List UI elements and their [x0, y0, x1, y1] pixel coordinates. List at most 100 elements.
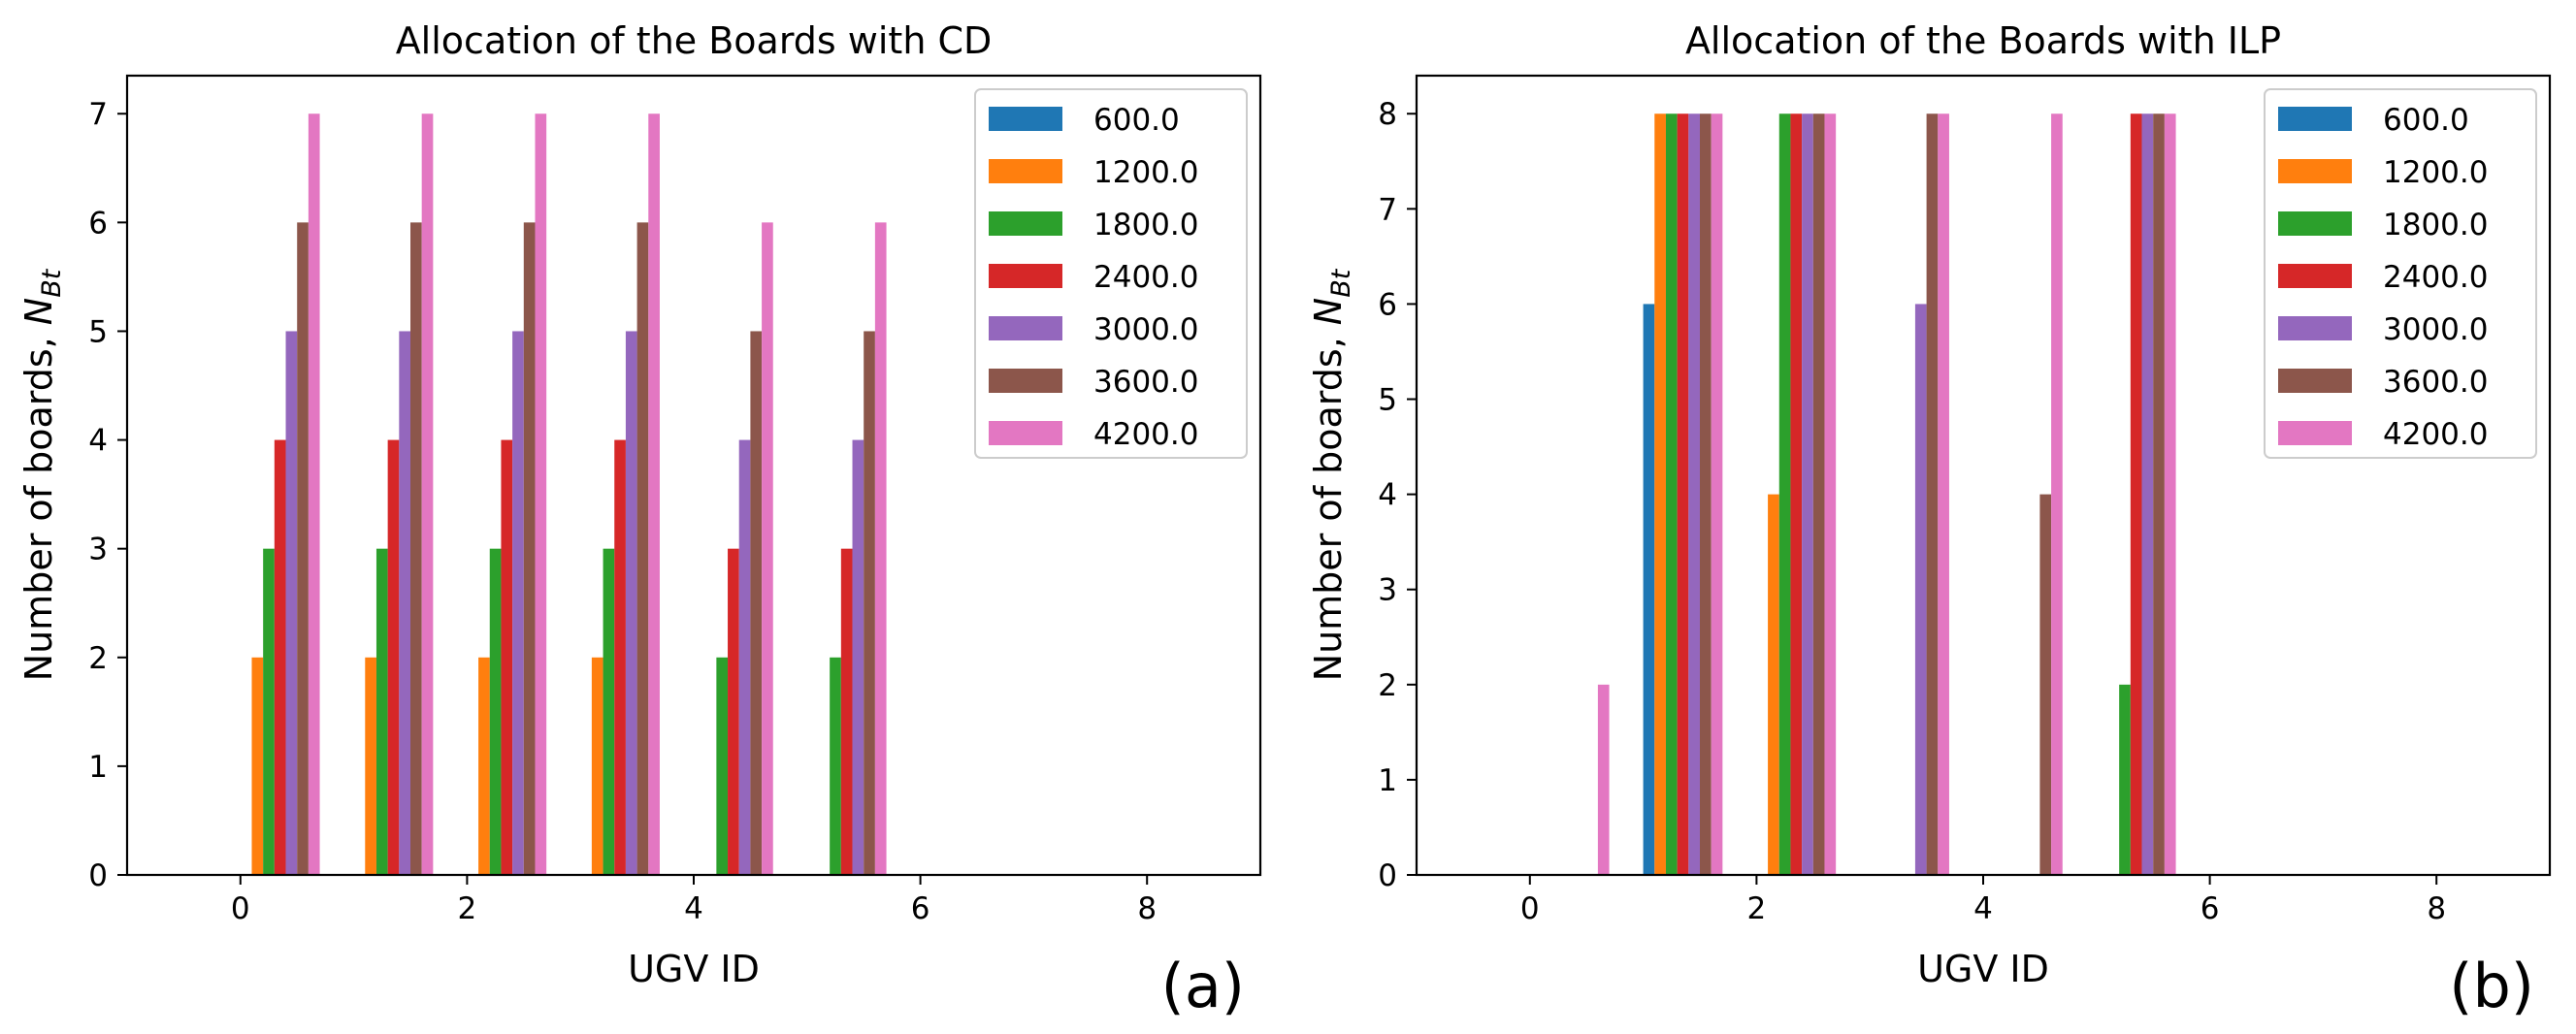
cd-bar-3000_0-ugv5 — [852, 439, 864, 875]
ilp-bar-600_0-ugv1 — [1643, 304, 1655, 875]
cd-ytick-label: 5 — [88, 314, 108, 349]
cd-bar-1200_0-ugv1 — [365, 657, 376, 875]
ilp-bar-1200_0-ugv2 — [1768, 494, 1779, 875]
ilp-bar-4200_0-ugv4 — [2051, 113, 2063, 876]
cd-panel: 0 2 4 6 8 0 1 2 3 4 5 6 7 Allocation of the Boards wi… — [17, 19, 1262, 1021]
ilp-legend-swatch-600_0 — [2278, 107, 2352, 131]
ilp-y-axis-label: Number of boards, NBt — [1307, 268, 1356, 681]
ilp-legend-swatch-1800_0 — [2278, 211, 2352, 236]
cd-bar-3600_0-ugv1 — [410, 222, 422, 876]
ilp-bar-2400_0-ugv2 — [1790, 113, 1803, 876]
cd-bar-1800_0-ugv4 — [716, 657, 729, 875]
cd-bar-2400_0-ugv1 — [387, 439, 400, 875]
cd-bar-3000_0-ugv3 — [625, 331, 637, 876]
ilp-bar-1800_0-ugv1 — [1665, 113, 1678, 876]
ilp-ytick-label: 1 — [1378, 763, 1397, 798]
cd-bar-4200_0-ugv0 — [308, 113, 320, 876]
ilp-bar-3600_0-ugv3 — [1926, 113, 1939, 876]
cd-bar-1200_0-ugv2 — [478, 657, 490, 875]
ilp-bar-4200_0-ugv1 — [1711, 113, 1723, 876]
ilp-bar-2400_0-ugv1 — [1677, 113, 1689, 876]
cd-bar-1800_0-ugv5 — [830, 657, 841, 875]
cd-bar-2400_0-ugv0 — [274, 439, 286, 875]
ilp-ytick-label: 3 — [1378, 573, 1397, 608]
cd-legend-label-3600_0: 3600.0 — [1093, 365, 1198, 400]
cd-xtick-label: 2 — [458, 891, 477, 926]
ilp-bar-1200_0-ugv1 — [1654, 113, 1666, 876]
cd-bar-1800_0-ugv2 — [489, 548, 502, 875]
cd-bar-2400_0-ugv2 — [501, 439, 513, 875]
ilp-chart-title: Allocation of the Boards with ILP — [1685, 19, 2281, 62]
cd-bar-3000_0-ugv2 — [512, 331, 524, 876]
cd-bar-2400_0-ugv3 — [614, 439, 626, 875]
ilp-bar-3000_0-ugv5 — [2141, 113, 2154, 876]
cd-ytick-label: 0 — [88, 858, 108, 893]
cd-legend-swatch-600_0 — [989, 107, 1062, 131]
ilp-legend-swatch-3000_0 — [2278, 316, 2352, 340]
cd-xtick-label: 8 — [1137, 891, 1157, 926]
ilp-y-axis-label-symbol: N — [1307, 298, 1350, 325]
cd-legend: 600.0 1200.0 1800.0 2400.0 3000.0 3600.0 4200.… — [974, 88, 1248, 459]
cd-legend-swatch-3000_0 — [989, 316, 1062, 340]
ilp-ytick-label: 4 — [1378, 478, 1397, 513]
ilp-x-axis-label: UGV ID — [1917, 948, 2049, 990]
ilp-xtick-label: 4 — [1973, 891, 1993, 926]
ilp-bar-3000_0-ugv2 — [1802, 113, 1813, 876]
ilp-ytick-label: 7 — [1378, 192, 1397, 227]
cd-legend-label-1200_0: 1200.0 — [1093, 155, 1198, 190]
ilp-ytick-label: 5 — [1378, 383, 1397, 418]
cd-legend-label-1800_0: 1800.0 — [1093, 208, 1198, 242]
ilp-bar-3000_0-ugv1 — [1688, 113, 1700, 876]
cd-xtick-label: 0 — [231, 891, 250, 926]
ilp-legend-label-4200_0: 4200.0 — [2383, 417, 2488, 452]
ilp-xtick-label: 0 — [1520, 891, 1540, 926]
cd-y-axis-label-subscript: Bt — [37, 268, 67, 298]
cd-legend-label-4200_0: 4200.0 — [1093, 417, 1198, 452]
ilp-legend-label-3600_0: 3600.0 — [2383, 365, 2488, 400]
ilp-bar-1800_0-ugv5 — [2119, 684, 2131, 875]
ilp-ytick-label: 0 — [1378, 858, 1397, 893]
ilp-bars — [1597, 113, 2176, 876]
ilp-legend-swatch-3600_0 — [2278, 369, 2352, 393]
cd-ytick-label: 4 — [88, 424, 108, 459]
ilp-bar-4200_0-ugv2 — [1824, 113, 1837, 876]
cd-bar-3000_0-ugv4 — [738, 439, 751, 875]
cd-legend-label-600_0: 600.0 — [1093, 103, 1180, 138]
ilp-legend-label-600_0: 600.0 — [2383, 103, 2469, 138]
ilp-bar-1800_0-ugv2 — [1778, 113, 1791, 876]
cd-bar-1800_0-ugv3 — [603, 548, 615, 875]
ilp-legend-swatch-4200_0 — [2278, 421, 2352, 445]
ilp-bar-3600_0-ugv5 — [2153, 113, 2165, 876]
cd-bar-4200_0-ugv4 — [762, 222, 773, 876]
ilp-xtick-label: 2 — [1747, 891, 1767, 926]
cd-bar-4200_0-ugv5 — [874, 222, 887, 876]
cd-bar-1800_0-ugv1 — [375, 548, 388, 875]
cd-chart-title: Allocation of the Boards with CD — [396, 19, 993, 62]
cd-bar-2400_0-ugv5 — [840, 548, 853, 875]
ilp-xtick-label: 6 — [2201, 891, 2220, 926]
ilp-ytick-label: 8 — [1378, 97, 1397, 132]
cd-bar-4200_0-ugv3 — [648, 113, 660, 876]
ilp-bar-4200_0-ugv3 — [1938, 113, 1949, 876]
ilp-bar-4200_0-ugv0 — [1597, 684, 1610, 875]
cd-y-axis-label-symbol: N — [17, 298, 60, 325]
cd-ytick-label: 7 — [88, 97, 108, 132]
ilp-bar-3000_0-ugv3 — [1914, 304, 1927, 875]
cd-bar-2400_0-ugv4 — [728, 548, 739, 875]
cd-bar-3600_0-ugv5 — [864, 331, 875, 876]
cd-bar-4200_0-ugv2 — [535, 113, 547, 876]
ilp-bar-4200_0-ugv5 — [2164, 113, 2176, 876]
cd-legend-swatch-1200_0 — [989, 159, 1062, 183]
cd-ytick-label: 2 — [88, 641, 108, 676]
cd-bar-3000_0-ugv0 — [285, 331, 298, 876]
cd-x-axis-label: UGV ID — [628, 948, 760, 990]
ilp-bar-3600_0-ugv4 — [2039, 494, 2052, 875]
ilp-legend-label-1800_0: 1800.0 — [2383, 208, 2488, 242]
cd-bar-1200_0-ugv0 — [251, 657, 264, 875]
ilp-legend-swatch-1200_0 — [2278, 159, 2352, 183]
ilp-ytick-label: 2 — [1378, 668, 1397, 703]
ilp-panel: 0 2 4 6 8 0 1 2 3 4 5 6 7 8 Allocation of the Boards w… — [1307, 19, 2552, 1021]
ilp-legend: 600.0 1200.0 1800.0 2400.0 3000.0 3600.0 4200.… — [2264, 88, 2537, 459]
